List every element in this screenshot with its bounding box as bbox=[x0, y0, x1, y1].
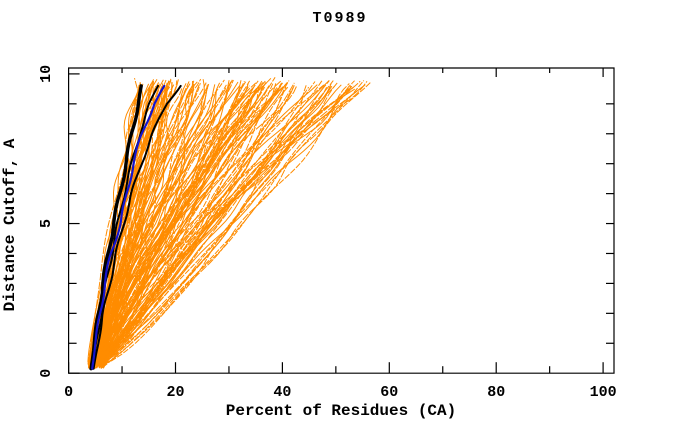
highlight-curve-highlight-black-1 bbox=[89, 84, 143, 371]
orange-model-curve bbox=[101, 81, 288, 364]
x-tick-label: 0 bbox=[64, 384, 73, 401]
orange-model-curve bbox=[94, 82, 249, 365]
plot-frame bbox=[68, 67, 615, 374]
orange-model-curve bbox=[100, 80, 242, 362]
orange-model-curve bbox=[100, 80, 245, 369]
orange-model-curve bbox=[98, 85, 352, 368]
orange-model-curve bbox=[96, 80, 263, 363]
orange-model-curve bbox=[97, 84, 200, 367]
orange-model-curve bbox=[94, 86, 310, 363]
x-tick-label: 60 bbox=[380, 384, 398, 401]
chart-title: T0989 bbox=[312, 10, 368, 27]
x-tick-label: 40 bbox=[273, 384, 291, 401]
y-tick-label: 0 bbox=[38, 369, 55, 378]
orange-model-curve bbox=[98, 80, 323, 369]
y-tick-label: 10 bbox=[38, 65, 55, 83]
orange-model-curve bbox=[103, 82, 173, 364]
orange-model-curve bbox=[93, 80, 330, 369]
orange-model-curve bbox=[102, 85, 270, 367]
orange-model-curve bbox=[90, 86, 354, 363]
orange-model-curve bbox=[102, 85, 193, 368]
orange-model-curve bbox=[96, 79, 205, 368]
orange-model-curve bbox=[94, 80, 230, 362]
highlight-curve-highlight-black-3 bbox=[92, 84, 182, 370]
x-tick-label: 80 bbox=[487, 384, 505, 401]
x-axis-label: Percent of Residues (CA) bbox=[225, 402, 457, 420]
highlight-curve-highlight-blue bbox=[91, 84, 166, 370]
orange-model-curve bbox=[97, 84, 208, 367]
orange-model-curve bbox=[93, 84, 354, 367]
y-axis-label: Distance Cutoff, A bbox=[1, 138, 19, 312]
orange-model-curve bbox=[90, 85, 298, 368]
orange-model-curve bbox=[95, 85, 325, 368]
orange-model-curve bbox=[104, 86, 260, 362]
orange-model-curve bbox=[102, 82, 284, 365]
curves-layer bbox=[87, 77, 371, 371]
orange-model-curve bbox=[94, 85, 241, 367]
orange-model-curve bbox=[91, 84, 195, 367]
y-tick-label: 5 bbox=[38, 219, 55, 228]
orange-model-curve bbox=[96, 85, 307, 368]
x-tick-label: 20 bbox=[166, 384, 184, 401]
x-tick-label: 100 bbox=[590, 384, 617, 401]
orange-model-curve bbox=[103, 83, 350, 366]
